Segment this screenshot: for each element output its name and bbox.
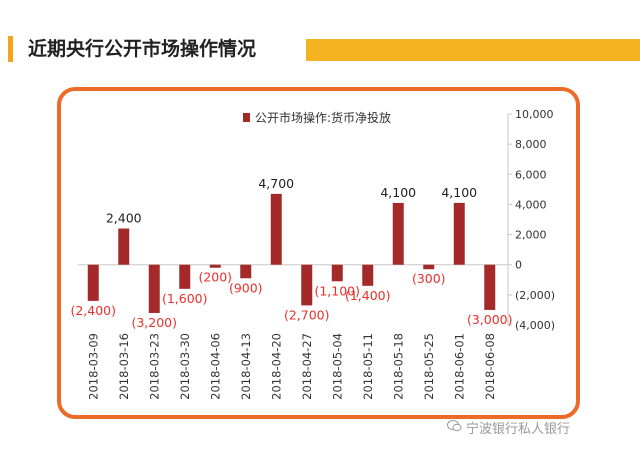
bar [87,264,99,301]
data-label: (3,000) [467,312,513,327]
data-labels: (2,400) 2,400 (3,200) (1,600) (200)(900) 4,70… [70,176,512,330]
x-tick-label: 2018-03-16 [117,333,131,400]
bar [301,264,313,306]
bar [240,264,252,279]
x-tick-label: 2018-06-01 [452,333,466,400]
bar [392,202,404,265]
data-label: (900) [229,280,263,295]
x-tick-label: 2018-04-20 [269,333,283,400]
bar [148,264,160,313]
x-tick-label: 2018-03-30 [178,333,192,400]
x-tick-label: 2018-04-13 [239,333,253,400]
data-label: (2,700) [284,307,330,322]
x-tick-label: 2018-04-27 [300,333,314,400]
watermark-text: 宁波银行私人银行 [466,422,571,437]
data-label: 4,700 [258,176,294,191]
legend-swatch [243,113,250,122]
bar [484,264,496,310]
x-tick-label: 2018-06-08 [483,333,497,400]
bar [118,228,130,265]
bar [423,264,435,270]
y-tick-label: 2,000 [515,229,547,242]
x-tick-label: 2018-05-25 [422,333,436,400]
data-label: (3,200) [131,315,177,330]
bar [209,264,221,268]
x-tick-label: 2018-04-06 [208,333,222,400]
x-axis-labels: 2018-03-09 2018-03-16 2018-03-23 2018-03-30… [86,333,497,400]
bar-series [87,193,496,313]
data-label: (2,400) [70,303,116,318]
header-accent-mark [8,36,13,62]
y-tick-label: 8,000 [515,138,547,151]
page-title: 近期央行公开市场操作情况 [28,38,257,60]
page-header: 近期央行公开市场操作情况 [0,30,640,70]
header-accent-band [306,39,640,61]
y-tick-label: (2,000) [515,289,555,302]
data-label: (1,400) [345,288,391,303]
bar [270,193,282,265]
x-tick-label: 2018-03-09 [86,333,100,400]
y-tick-label: 4,000 [515,198,547,211]
bar [331,264,343,282]
y-axis-ticks: 10,000 8,000 6,000 4,000 2,000 0 (2,000) (4,000… [508,108,555,332]
data-label: 2,400 [106,211,142,226]
data-label: (200) [198,270,232,285]
chart-frame [57,87,580,419]
y-tick-label: (4,000) [515,319,555,332]
y-tick-label: 0 [515,259,522,272]
x-tick-label: 2018-05-11 [361,333,375,400]
y-tick-label: 6,000 [515,168,547,181]
bar [179,264,191,289]
data-label: (1,600) [162,291,208,306]
bar [453,202,465,265]
wechat-icon [447,420,462,432]
x-tick-label: 2018-05-04 [330,333,344,400]
legend-label: 公开市场操作:货币净投放 [255,110,391,125]
x-tick-label: 2018-03-23 [147,333,161,400]
bar [362,264,374,286]
data-label: (300) [412,271,446,286]
chart-legend: 公开市场操作:货币净投放 [243,110,391,125]
x-tick-label: 2018-05-18 [391,333,405,400]
data-label: 4,100 [441,185,477,200]
data-label: (1,100) [314,283,360,298]
data-label: 4,100 [380,185,416,200]
y-tick-label: 10,000 [515,108,554,121]
